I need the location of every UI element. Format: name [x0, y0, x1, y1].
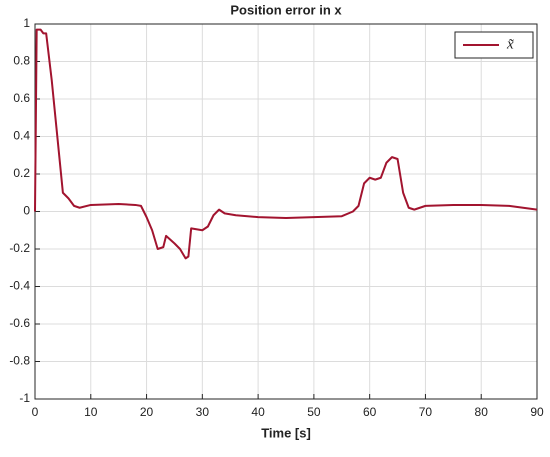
- x-tick-label: 50: [307, 405, 321, 419]
- y-tick-label: 0.4: [13, 129, 30, 143]
- x-tick-label: 20: [140, 405, 154, 419]
- x-tick-label: 90: [530, 405, 544, 419]
- legend-label: x̃: [506, 36, 514, 52]
- y-tick-label: -0.6: [9, 316, 30, 330]
- chart-title: Position error in x: [230, 2, 342, 17]
- x-tick-label: 0: [32, 405, 39, 419]
- x-tick-label: 10: [84, 405, 98, 419]
- y-tick-label: 0.6: [13, 91, 30, 105]
- x-tick-label: 30: [196, 405, 210, 419]
- x-tick-label: 70: [419, 405, 433, 419]
- x-tick-label: 60: [363, 405, 377, 419]
- y-tick-label: -0.8: [9, 354, 30, 368]
- y-tick-label: -0.2: [9, 241, 30, 255]
- x-tick-label: 40: [251, 405, 265, 419]
- y-tick-label: 0: [23, 204, 30, 218]
- x-tick-label: 80: [475, 405, 489, 419]
- y-tick-label: 1: [23, 16, 30, 30]
- y-tick-label: -0.4: [9, 279, 30, 293]
- data-line: [34, 28, 538, 260]
- x-axis-label: Time [s]: [261, 425, 311, 440]
- y-tick-label: 0.2: [13, 166, 30, 180]
- y-tick-label: 0.8: [13, 54, 30, 68]
- y-tick-label: -1: [19, 391, 30, 405]
